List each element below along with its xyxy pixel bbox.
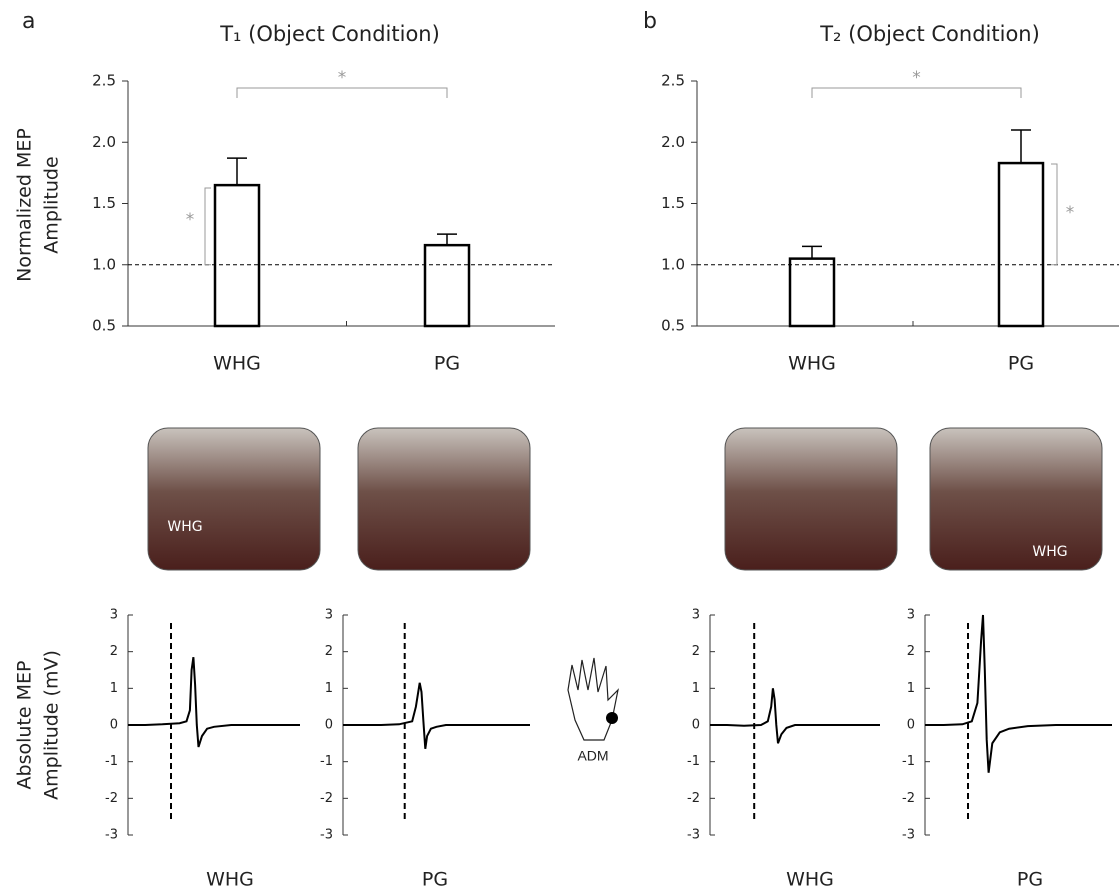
significance-star: * [338,68,347,88]
y-tick-label: 1 [110,681,118,696]
x-category-label: PG [1017,869,1043,891]
y-tick-label: -3 [105,828,118,843]
chart-title: T₁ (Object Condition) [219,22,440,46]
y-tick-label: 3 [692,608,700,623]
photo-label: WHG [167,519,202,535]
x-tick-label: PG [1008,353,1034,375]
y-tick-label: 0 [110,718,118,733]
y-tick-label: -3 [902,828,915,843]
trace-line [343,682,530,749]
y-tick-label: 2 [692,644,700,659]
y-tick-label: 3 [907,608,915,623]
y-tick-label: 2 [325,644,333,659]
y-tick-label: 3 [110,608,118,623]
y-tick-label: 1 [907,681,915,696]
y-tick-label: 0.5 [661,317,685,335]
y-tick-label: 0.5 [92,317,116,335]
significance-bracket [204,187,211,266]
y-tick-label: 1 [692,681,700,696]
y-tick-label: -2 [105,791,118,806]
photos: WHG WHG [147,427,1103,571]
y-tick-label: -3 [687,828,700,843]
significance-bracket [236,87,448,98]
y-tick-label: 0 [692,718,700,733]
y-tick-label: 1.5 [92,194,116,212]
photo [147,427,321,571]
x-category-label: PG [422,869,448,891]
significance-star: * [186,210,195,230]
y-tick-label: -2 [320,791,333,806]
y-tick-label: -1 [320,754,333,769]
panel-letter: b [643,9,657,34]
y-tick-label: 2.5 [661,72,685,90]
photo [357,427,531,571]
photo-label: WHG [1032,544,1067,560]
x-category-label: WHG [206,869,254,891]
y-tick-label: 0 [907,718,915,733]
y-axis-label: Absolute MEP [14,661,36,790]
significance-star: * [1066,203,1075,223]
y-tick-label: 2 [110,644,118,659]
trace-line [925,614,1112,773]
y-tick-label: 2.5 [92,72,116,90]
y-tick-label: -1 [902,754,915,769]
y-tick-label: 0 [325,718,333,733]
y-tick-label: 1 [325,681,333,696]
significance-bracket [1051,163,1058,266]
significance-bracket [811,87,1022,98]
y-axis-label: Amplitude (mV) [41,650,63,800]
y-tick-label: 2.0 [661,133,685,151]
hand-icon: ADM [567,657,619,764]
y-tick-label: -2 [902,791,915,806]
bar [788,257,836,328]
bar [997,161,1045,328]
y-tick-label: 1.0 [92,255,116,273]
photo [929,427,1103,571]
y-tick-label: -1 [687,754,700,769]
y-tick-label: -2 [687,791,700,806]
x-tick-label: WHG [213,353,261,375]
y-tick-label: 1.0 [661,255,685,273]
y-tick-label: -1 [105,754,118,769]
photo [724,427,898,571]
y-tick-label: 2 [907,644,915,659]
y-tick-label: 1.5 [661,194,685,212]
chart-title: T₂ (Object Condition) [819,22,1040,46]
bar [423,243,471,328]
y-axis-label: Amplitude [41,156,63,253]
x-category-label: WHG [786,869,834,891]
y-axis-label: Normalized MEP [14,128,36,282]
y-tick-label: 3 [325,608,333,623]
trace-line [128,657,300,748]
y-tick-label: 2.0 [92,133,116,151]
x-tick-label: WHG [788,353,836,375]
y-tick-label: -3 [320,828,333,843]
significance-star: * [912,68,921,88]
trace-line [710,688,880,744]
x-tick-label: PG [434,353,460,375]
bar [213,183,261,328]
panel-letter: a [22,9,35,34]
inset-label: ADM [577,748,608,764]
